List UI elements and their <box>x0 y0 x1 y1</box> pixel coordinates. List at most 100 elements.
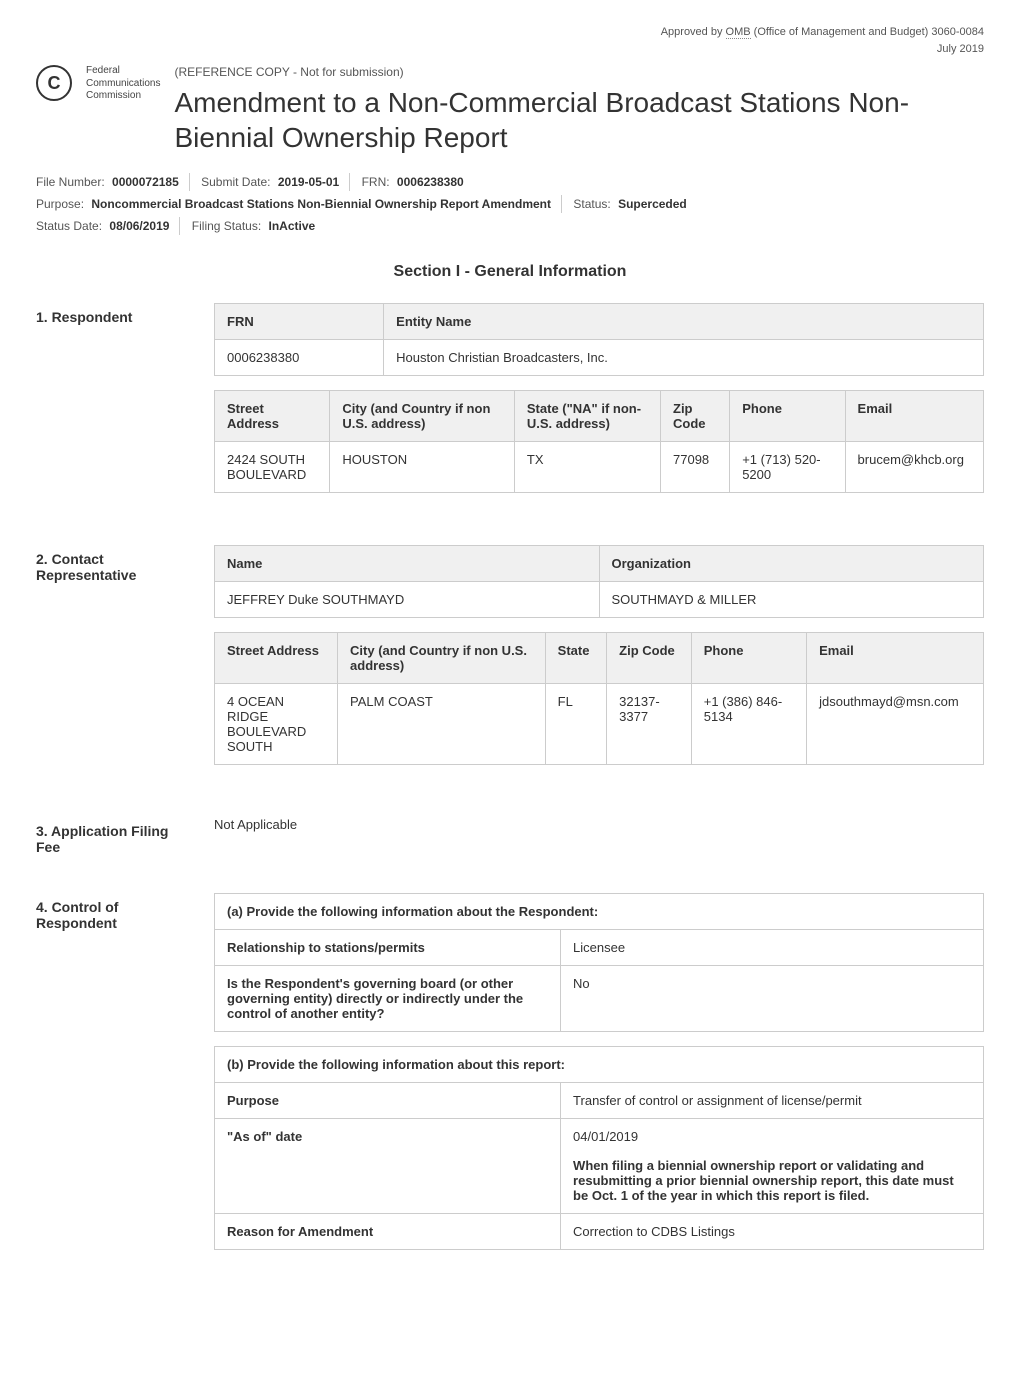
governing-question: Is the Respondent's governing board (or … <box>215 966 561 1032</box>
contact-state-header: State <box>545 633 607 684</box>
entity-name-header: Entity Name <box>384 304 984 340</box>
filing-meta-line3: Status Date: 08/06/2019 Filing Status: I… <box>36 217 984 235</box>
approval-meta: Approved by OMB (Office of Management an… <box>36 24 984 57</box>
frn-label: FRN: <box>362 175 390 189</box>
status-value: Superceded <box>618 197 687 211</box>
fcc-line3: Commission <box>86 90 141 101</box>
contact-zip-cell: 32137-3377 <box>607 684 692 765</box>
control-a-table: (a) Provide the following information ab… <box>214 893 984 1032</box>
phone-cell: +1 (713) 520-5200 <box>730 442 845 493</box>
purpose: Purpose: Noncommercial Broadcast Station… <box>36 195 562 213</box>
street-cell: 2424 SOUTH BOULEVARD <box>215 442 330 493</box>
asof-cell: 04/01/2019 When filing a biennial owners… <box>561 1119 984 1214</box>
state-header: State ("NA" if non-U.S. address) <box>514 391 660 442</box>
zip-cell: 77098 <box>661 442 730 493</box>
purpose-label: Purpose: <box>36 197 84 211</box>
appfee-content: Not Applicable <box>214 817 984 855</box>
reference-copy-note: (REFERENCE COPY - Not for submission) <box>174 65 984 79</box>
status: Status: Superceded <box>573 195 696 213</box>
control-a-header: (a) Provide the following information ab… <box>215 894 984 930</box>
contact-org-cell: SOUTHMAYD & MILLER <box>599 582 984 618</box>
contact-name-cell: JEFFREY Duke SOUTHMAYD <box>215 582 600 618</box>
respondent-label: 1. Respondent <box>36 303 186 507</box>
approved-text: Approved by <box>661 26 723 38</box>
appfee-label: 3. Application Filing Fee <box>36 817 186 855</box>
phone-header: Phone <box>730 391 845 442</box>
control-content: (a) Provide the following information ab… <box>214 893 984 1264</box>
file-number-label: File Number: <box>36 175 105 189</box>
contact-city-cell: PALM COAST <box>338 684 546 765</box>
file-number-value: 0000072185 <box>112 175 179 189</box>
filing-status: Filing Status: InActive <box>192 217 325 235</box>
respondent-content: FRN Entity Name 0006238380 Houston Chris… <box>214 303 984 507</box>
control-b-table: (b) Provide the following information ab… <box>214 1046 984 1250</box>
submit-date-value: 2019-05-01 <box>278 175 339 189</box>
respondent-entity-table: FRN Entity Name 0006238380 Houston Chris… <box>214 303 984 376</box>
control-b-header: (b) Provide the following information ab… <box>215 1047 984 1083</box>
asof-note: When filing a biennial ownership report … <box>573 1158 971 1203</box>
doc-date: July 2019 <box>937 43 984 55</box>
governing-answer: No <box>561 966 984 1032</box>
filing-meta-line1: File Number: 0000072185 Submit Date: 201… <box>36 173 984 191</box>
filing-meta-line2: Purpose: Noncommercial Broadcast Station… <box>36 195 984 213</box>
appfee-row: 3. Application Filing Fee Not Applicable <box>36 817 984 855</box>
street-header: Street Address <box>215 391 330 442</box>
relationship-value: Licensee <box>561 930 984 966</box>
fcc-line2: Communications <box>86 78 160 89</box>
asof-value: 04/01/2019 <box>573 1129 971 1144</box>
purpose-value: Noncommercial Broadcast Stations Non-Bie… <box>91 197 551 211</box>
contact-state-cell: FL <box>545 684 607 765</box>
frn-cell: 0006238380 <box>215 340 384 376</box>
contact-email-header: Email <box>807 633 984 684</box>
svg-text:C: C <box>48 73 61 93</box>
approved-tail: (Office of Management and Budget) 3060-0… <box>754 26 984 38</box>
contact-phone-cell: +1 (386) 846-5134 <box>691 684 806 765</box>
contact-email-cell: jdsouthmayd@msn.com <box>807 684 984 765</box>
status-date-value: 08/06/2019 <box>109 219 169 233</box>
email-cell: brucem@khcb.org <box>845 442 983 493</box>
city-header: City (and Country if non U.S. address) <box>330 391 515 442</box>
submit-date-label: Submit Date: <box>201 175 270 189</box>
contact-label: 2. Contact Representative <box>36 545 186 779</box>
filing-status-value: InActive <box>269 219 316 233</box>
submit-date: Submit Date: 2019-05-01 <box>201 173 350 191</box>
control-row: 4. Control of Respondent (a) Provide the… <box>36 893 984 1264</box>
filing-status-label: Filing Status: <box>192 219 261 233</box>
contact-row: 2. Contact Representative Name Organizat… <box>36 545 984 779</box>
page-title: Amendment to a Non-Commercial Broadcast … <box>174 85 984 155</box>
fcc-line1: Federal <box>86 65 120 76</box>
respondent-address-table: Street Address City (and Country if non … <box>214 390 984 493</box>
file-number: File Number: 0000072185 <box>36 173 190 191</box>
contact-org-header: Organization <box>599 546 984 582</box>
frn: FRN: 0006238380 <box>362 173 474 191</box>
omb-abbrev: OMB <box>726 26 751 39</box>
respondent-row: 1. Respondent FRN Entity Name 0006238380… <box>36 303 984 507</box>
control-purpose-label: Purpose <box>215 1083 561 1119</box>
header: C Federal Communications Commission (REF… <box>36 65 984 167</box>
frn-value: 0006238380 <box>397 175 464 189</box>
contact-street-cell: 4 OCEAN RIDGE BOULEVARD SOUTH <box>215 684 338 765</box>
state-cell: TX <box>514 442 660 493</box>
frn-header: FRN <box>215 304 384 340</box>
contact-address-table: Street Address City (and Country if non … <box>214 632 984 765</box>
fcc-logo-icon: C <box>36 65 72 101</box>
email-header: Email <box>845 391 983 442</box>
entity-name-cell: Houston Christian Broadcasters, Inc. <box>384 340 984 376</box>
reason-value: Correction to CDBS Listings <box>561 1214 984 1250</box>
city-cell: HOUSTON <box>330 442 515 493</box>
fcc-logo: C <box>36 65 72 101</box>
relationship-label: Relationship to stations/permits <box>215 930 561 966</box>
fcc-org-name: Federal Communications Commission <box>86 65 160 103</box>
contact-name-header: Name <box>215 546 600 582</box>
zip-header: Zip Code <box>661 391 730 442</box>
contact-city-header: City (and Country if non U.S. address) <box>338 633 546 684</box>
contact-street-header: Street Address <box>215 633 338 684</box>
contact-phone-header: Phone <box>691 633 806 684</box>
status-label: Status: <box>573 197 610 211</box>
control-purpose-value: Transfer of control or assignment of lic… <box>561 1083 984 1119</box>
reason-label: Reason for Amendment <box>215 1214 561 1250</box>
status-date: Status Date: 08/06/2019 <box>36 217 180 235</box>
header-spacer: (REFERENCE COPY - Not for submission) Am… <box>174 65 984 167</box>
section-1-heading: Section I - General Information <box>36 263 984 281</box>
contact-content: Name Organization JEFFREY Duke SOUTHMAYD… <box>214 545 984 779</box>
